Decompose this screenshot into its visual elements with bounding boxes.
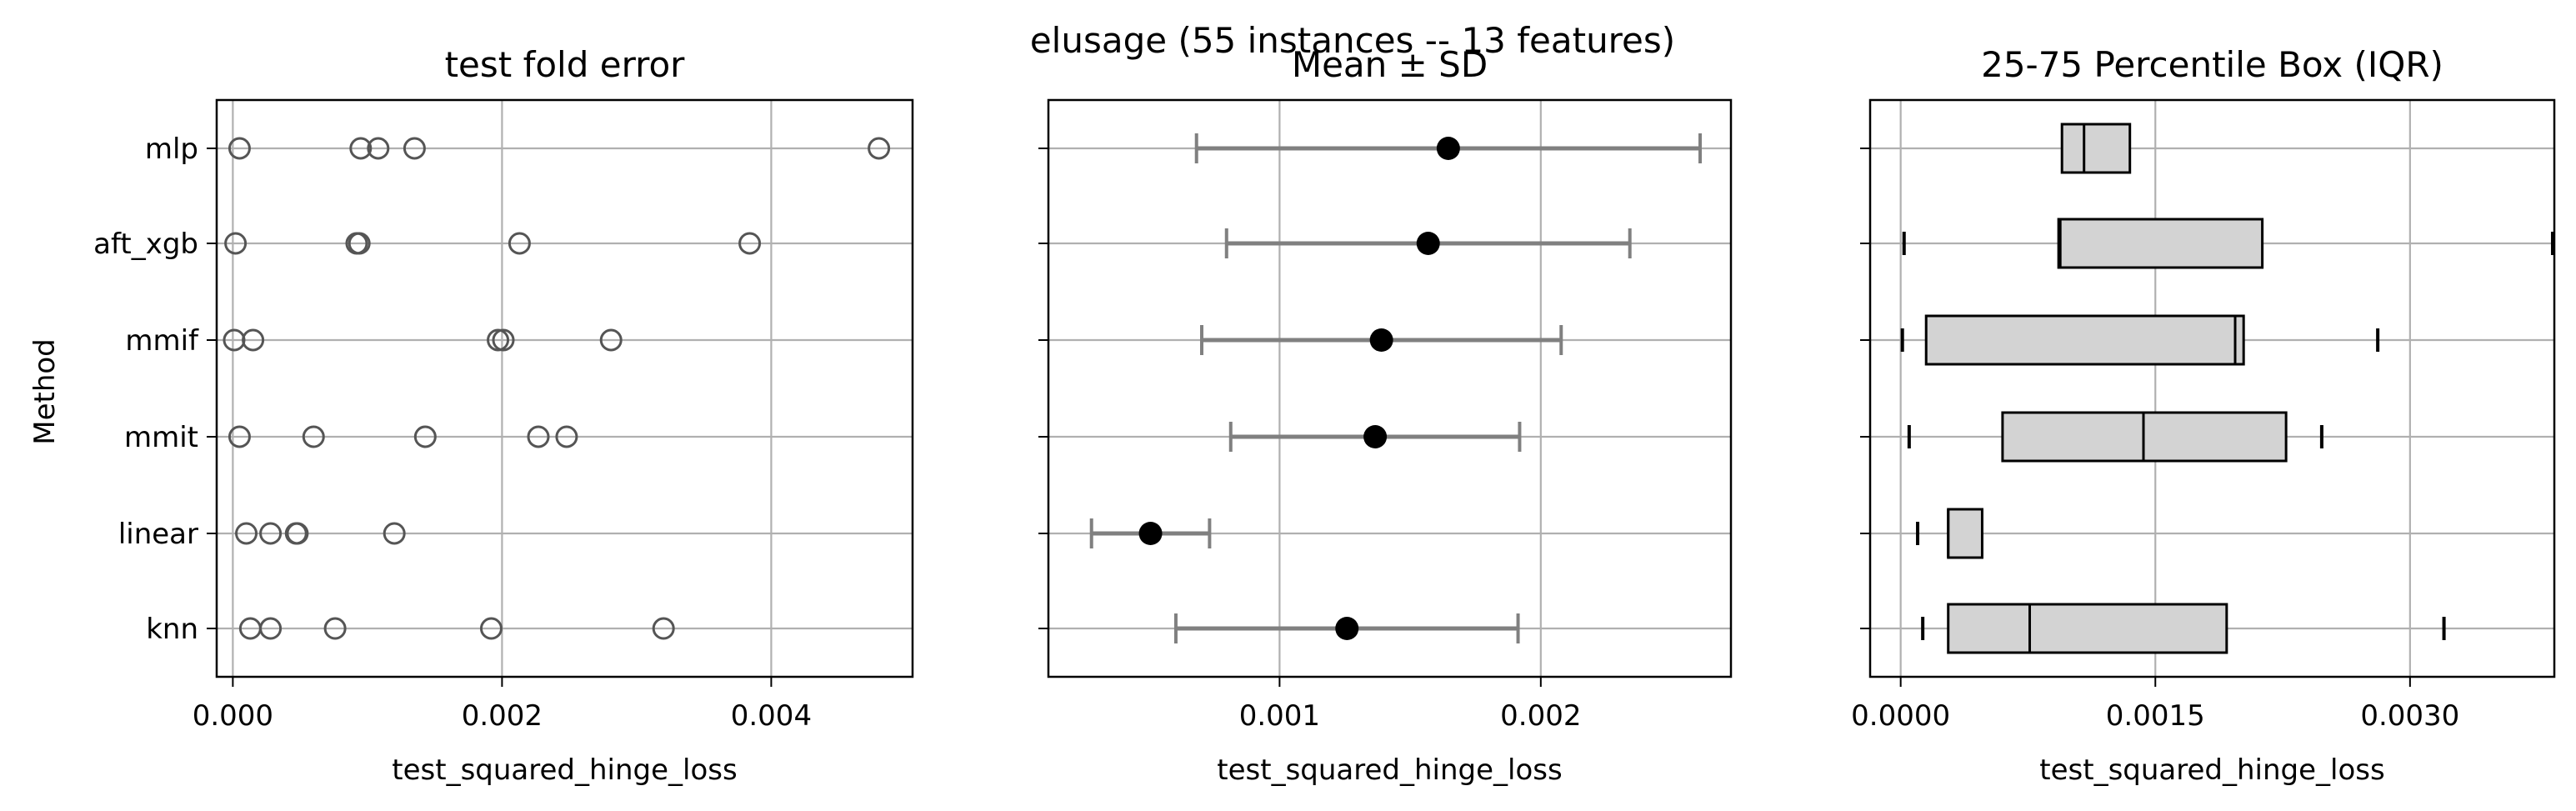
panel-title: test fold error	[445, 44, 686, 85]
y-tick-label-mmit: mmit	[124, 421, 198, 454]
x-tick-label: 0.0030	[2360, 699, 2459, 733]
point-mlp	[868, 137, 891, 160]
point-linear	[383, 522, 406, 545]
y-tick-label-aft_xgb: aft_xgb	[93, 228, 198, 261]
box-knn	[1947, 603, 2228, 654]
point-mmif	[492, 328, 515, 352]
point-mmif	[599, 328, 623, 352]
point-knn	[652, 617, 675, 640]
point-mlp	[403, 137, 426, 160]
axes-frame	[1047, 98, 1733, 678]
point-aft_xgb	[738, 232, 762, 255]
x-tick-label: 0.001	[1239, 699, 1320, 733]
x-tick-label: 0.0015	[2106, 699, 2205, 733]
x-tick-label: 0.004	[731, 699, 812, 733]
y-tick-label-mlp: mlp	[145, 133, 198, 166]
mean-point-linear	[1138, 522, 1163, 545]
box-linear	[1947, 508, 1983, 559]
point-mmit	[413, 425, 437, 448]
y-tick-label-linear: linear	[118, 518, 198, 551]
panel-title: Mean ± SD	[1292, 44, 1488, 85]
axes-frame	[215, 98, 914, 678]
panel-title: 25-75 Percentile Box (IQR)	[1981, 44, 2443, 85]
box-mmif	[1924, 314, 2245, 366]
point-mmit	[302, 425, 325, 448]
point-mmit	[555, 425, 578, 448]
x-tick-label: 0.000	[193, 699, 273, 733]
point-mmif	[242, 328, 265, 352]
mean-point-mlp	[1436, 137, 1460, 160]
figure-suptitle: elusage (55 instances -- 13 features)	[1030, 20, 1675, 61]
point-aft_xgb	[224, 232, 248, 255]
x-axis-label: test_squared_hinge_loss	[1217, 753, 1562, 787]
y-tick-label-knn: knn	[146, 613, 198, 646]
point-knn	[323, 617, 347, 640]
panel-mean-sd: 0.001 0.002 Mean ± SD test_squared_hinge_lo…	[1038, 44, 1733, 787]
point-aft_xgb	[348, 232, 371, 255]
point-linear	[235, 522, 258, 545]
point-knn	[479, 617, 503, 640]
y-axis-label: Method	[28, 338, 62, 445]
x-tick-label: 0.002	[462, 699, 543, 733]
x-tick-label: 0.002	[1500, 699, 1581, 733]
point-aft_xgb	[508, 232, 531, 255]
x-axis-label: test_squared_hinge_loss	[392, 753, 737, 787]
point-mmif	[487, 328, 510, 352]
point-mmit	[228, 425, 251, 448]
point-mmit	[527, 425, 550, 448]
mean-point-mmit	[1363, 425, 1388, 448]
x-axis-label: test_squared_hinge_loss	[2039, 753, 2384, 787]
y-tick-label-mmif: mmif	[125, 324, 199, 358]
box-mlp	[2060, 123, 2132, 174]
axes-frame	[1868, 98, 2556, 678]
point-mlp	[349, 137, 373, 160]
panel-iqr-box: 0.0000 0.0015 0.0030 25-75 Percentile Box (…	[1851, 44, 2556, 787]
point-knn	[259, 617, 283, 640]
x-tick-label: 0.0000	[1851, 699, 1950, 733]
box-aft_xgb	[2057, 218, 2264, 269]
mean-point-knn	[1335, 617, 1359, 640]
point-mlp	[367, 137, 390, 160]
point-mlp	[228, 137, 251, 160]
point-linear	[259, 522, 283, 545]
point-linear	[286, 522, 309, 545]
mean-point-aft_xgb	[1416, 232, 1440, 255]
mean-point-mmif	[1369, 328, 1393, 352]
